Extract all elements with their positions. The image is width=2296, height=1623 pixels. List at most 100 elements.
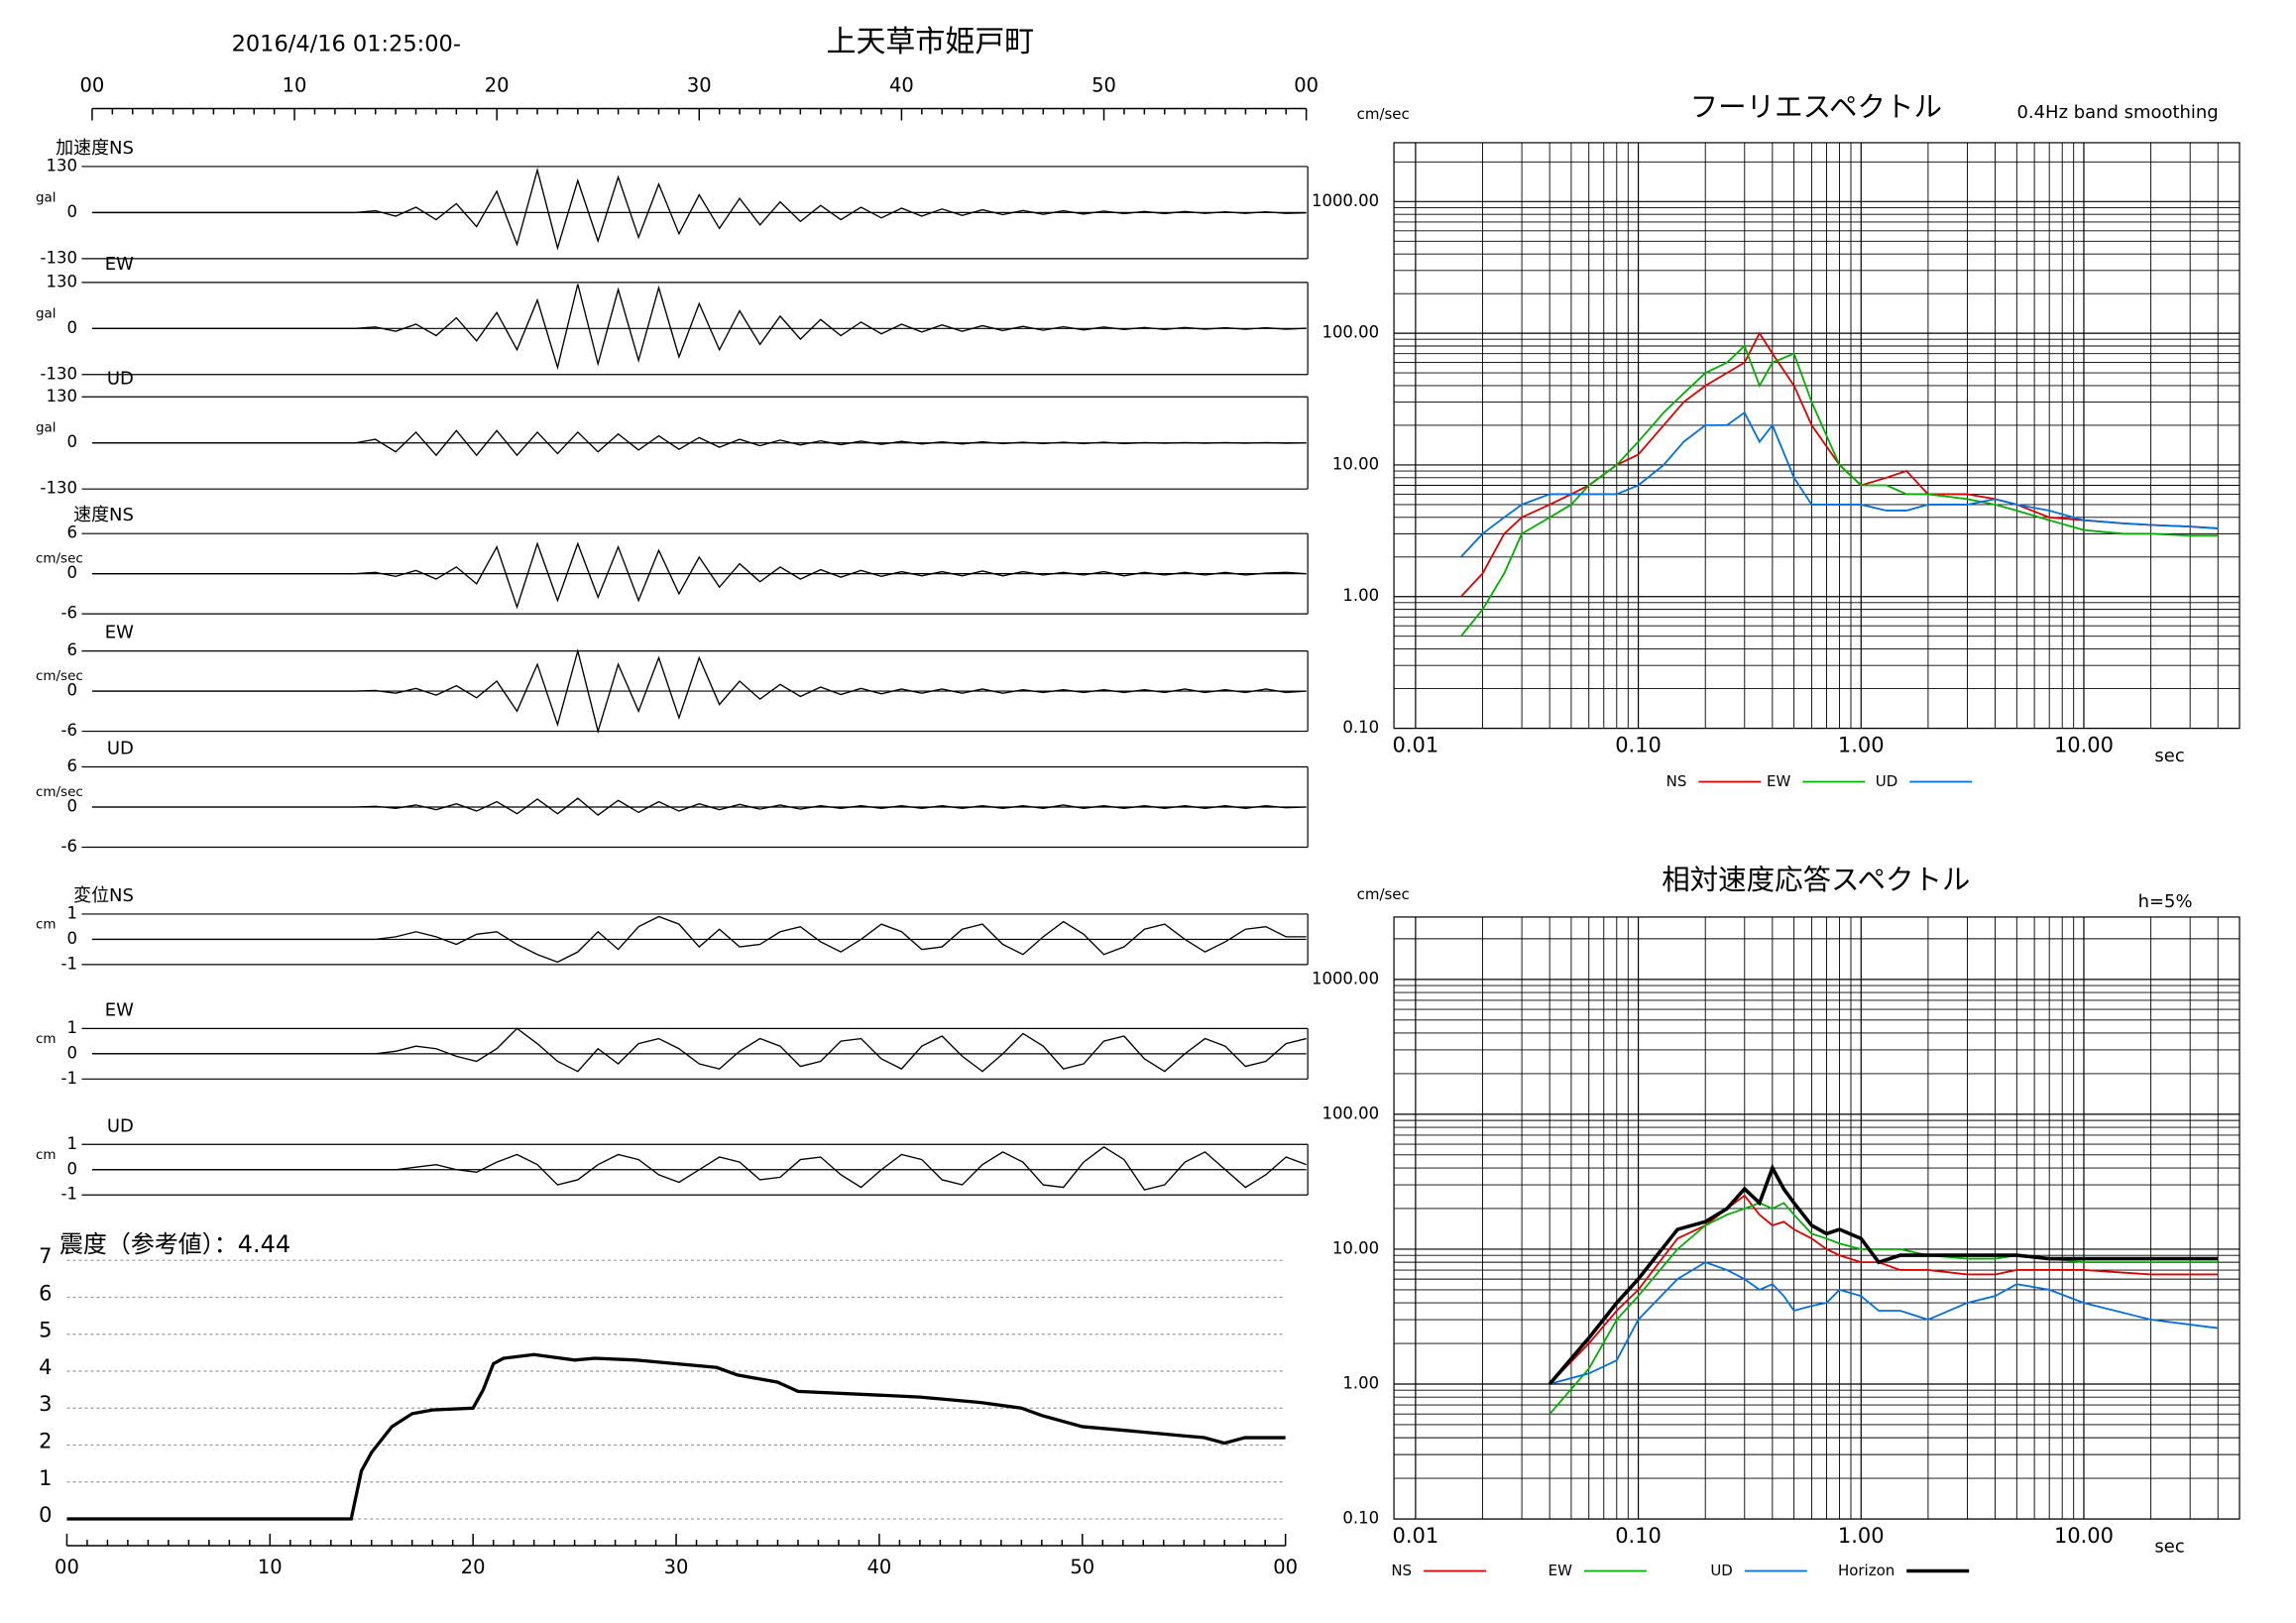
y-tick-label: 130 [47, 387, 77, 406]
y-tick-label: 0 [66, 1159, 76, 1178]
unit-label: cm/sec [36, 784, 83, 800]
y-tick-label: 10.00 [1332, 454, 1379, 473]
y-tick-label: 10.00 [1332, 1238, 1379, 1257]
chart-title: フーリエスペクトル [1690, 90, 1942, 123]
x-tick-label: 40 [889, 73, 914, 96]
y-tick-label: -1 [61, 1185, 77, 1204]
waveform [91, 284, 1307, 371]
y-tick-label: 0 [66, 318, 76, 337]
x-tick-label: 20 [485, 73, 510, 96]
y-tick-label: -6 [61, 604, 77, 623]
y-tick-label: 0 [66, 797, 76, 816]
unit-label: cm [36, 916, 57, 932]
timestamp: 2016/4/16 01:25:00- [232, 32, 461, 58]
spectrum-line [1548, 1163, 2219, 1386]
y-tick-label: 6 [66, 523, 76, 542]
x-tick-label: 10.00 [2054, 734, 2114, 757]
legend-label: NS [1391, 1562, 1412, 1579]
spectrum-line [1549, 1194, 2219, 1385]
waveform [91, 1027, 1307, 1073]
y-tick-label: 6 [66, 756, 76, 775]
y-tick-label: 0 [39, 1503, 52, 1527]
station-title: 上天草市姫戸町 [827, 25, 1035, 59]
x-tick-label: 1.00 [1838, 1524, 1885, 1548]
trace-label: EW [105, 623, 134, 643]
trace-label: 速度NS [73, 505, 134, 525]
y-tick-label: 3 [39, 1392, 52, 1416]
spectrum-line [1460, 410, 2219, 558]
unit-label: cm [36, 1031, 57, 1047]
x-tick-label: 50 [1091, 73, 1116, 96]
subtitle: 0.4Hz band smoothing [2016, 102, 2218, 123]
x-tick-label: 30 [687, 73, 712, 96]
x-axis-label: sec [2154, 1537, 2184, 1558]
x-tick-label: 30 [664, 1556, 689, 1578]
x-tick-label: 50 [1070, 1556, 1094, 1578]
waveform [91, 429, 1307, 457]
waveform [91, 647, 1307, 735]
y-tick-label: 100.00 [1321, 323, 1379, 342]
y-tick-label: 1 [66, 903, 76, 922]
waveform [91, 167, 1307, 251]
y-tick-label: 130 [47, 272, 77, 290]
trace-label: EW [105, 254, 134, 275]
y-tick-label: 1000.00 [1312, 969, 1379, 987]
x-tick-label: 0.10 [1615, 734, 1662, 757]
y-tick-label: 0 [66, 929, 76, 948]
intensity-line [66, 1352, 1286, 1521]
legend-label: EW [1767, 772, 1790, 790]
y-tick-label: 0.10 [1342, 718, 1379, 737]
y-tick-label: 1 [39, 1466, 52, 1490]
x-tick-label: 0.10 [1615, 1524, 1662, 1548]
y-tick-label: 130 [47, 156, 77, 174]
y-axis-label: cm/sec [1357, 885, 1410, 903]
y-tick-label: -1 [61, 1069, 77, 1088]
x-tick-label: 10 [283, 73, 307, 96]
legend-label: NS [1666, 772, 1687, 790]
trace-label: UD [107, 368, 134, 389]
annotation: h=5% [2138, 891, 2193, 912]
unit-label: cm/sec [36, 668, 83, 684]
trace-label: UD [107, 739, 134, 759]
trace-label: 加速度NS [56, 138, 134, 159]
y-tick-label: 0 [66, 432, 76, 451]
y-tick-label: -1 [61, 954, 77, 973]
trace-label: EW [105, 999, 134, 1020]
y-tick-label: 5 [39, 1319, 52, 1342]
spectrum-line [1459, 344, 2219, 638]
x-tick-label: 00 [1273, 1556, 1298, 1578]
y-tick-label: 0 [66, 202, 76, 221]
x-tick-label: 00 [55, 1556, 79, 1578]
unit-label: cm [36, 1147, 57, 1163]
trace-label: UD [107, 1115, 134, 1136]
y-tick-label: 0 [66, 681, 76, 700]
chart-title: 震度（参考値）：4.44 [59, 1230, 290, 1258]
y-tick-label: 1 [66, 1134, 76, 1153]
y-tick-label: 100.00 [1321, 1103, 1379, 1122]
y-tick-label: -6 [61, 721, 77, 740]
y-tick-label: 1.00 [1342, 1373, 1379, 1392]
legend-label: UD [1710, 1562, 1733, 1579]
x-tick-label: 0.01 [1393, 734, 1439, 757]
waveform [91, 1146, 1307, 1191]
x-tick-label: 40 [867, 1556, 892, 1578]
x-tick-label: 1.00 [1838, 734, 1885, 757]
waveform [91, 797, 1307, 816]
waveform [91, 915, 1307, 964]
unit-label: gal [36, 305, 57, 321]
y-tick-label: 7 [39, 1244, 52, 1268]
y-tick-label: 1000.00 [1312, 191, 1379, 210]
x-tick-label: 20 [461, 1556, 486, 1578]
x-tick-label: 0.01 [1393, 1524, 1439, 1548]
y-tick-label: -130 [41, 364, 77, 383]
y-tick-label: -130 [41, 248, 77, 267]
y-tick-label: -6 [61, 837, 77, 856]
chart-title: 相対速度応答スペクトル [1662, 864, 1970, 896]
unit-label: gal [36, 420, 57, 436]
spectrum-line [1460, 331, 2219, 598]
y-tick-label: 4 [39, 1355, 52, 1379]
waveform [91, 541, 1307, 610]
x-tick-label: 00 [80, 73, 105, 96]
